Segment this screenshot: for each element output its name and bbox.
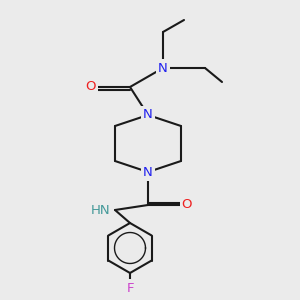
Text: O: O [182,199,192,212]
Text: N: N [143,109,153,122]
Text: F: F [126,281,134,295]
Text: N: N [158,61,168,74]
Text: HN: HN [90,203,110,217]
Text: O: O [86,80,96,94]
Text: N: N [143,166,153,178]
